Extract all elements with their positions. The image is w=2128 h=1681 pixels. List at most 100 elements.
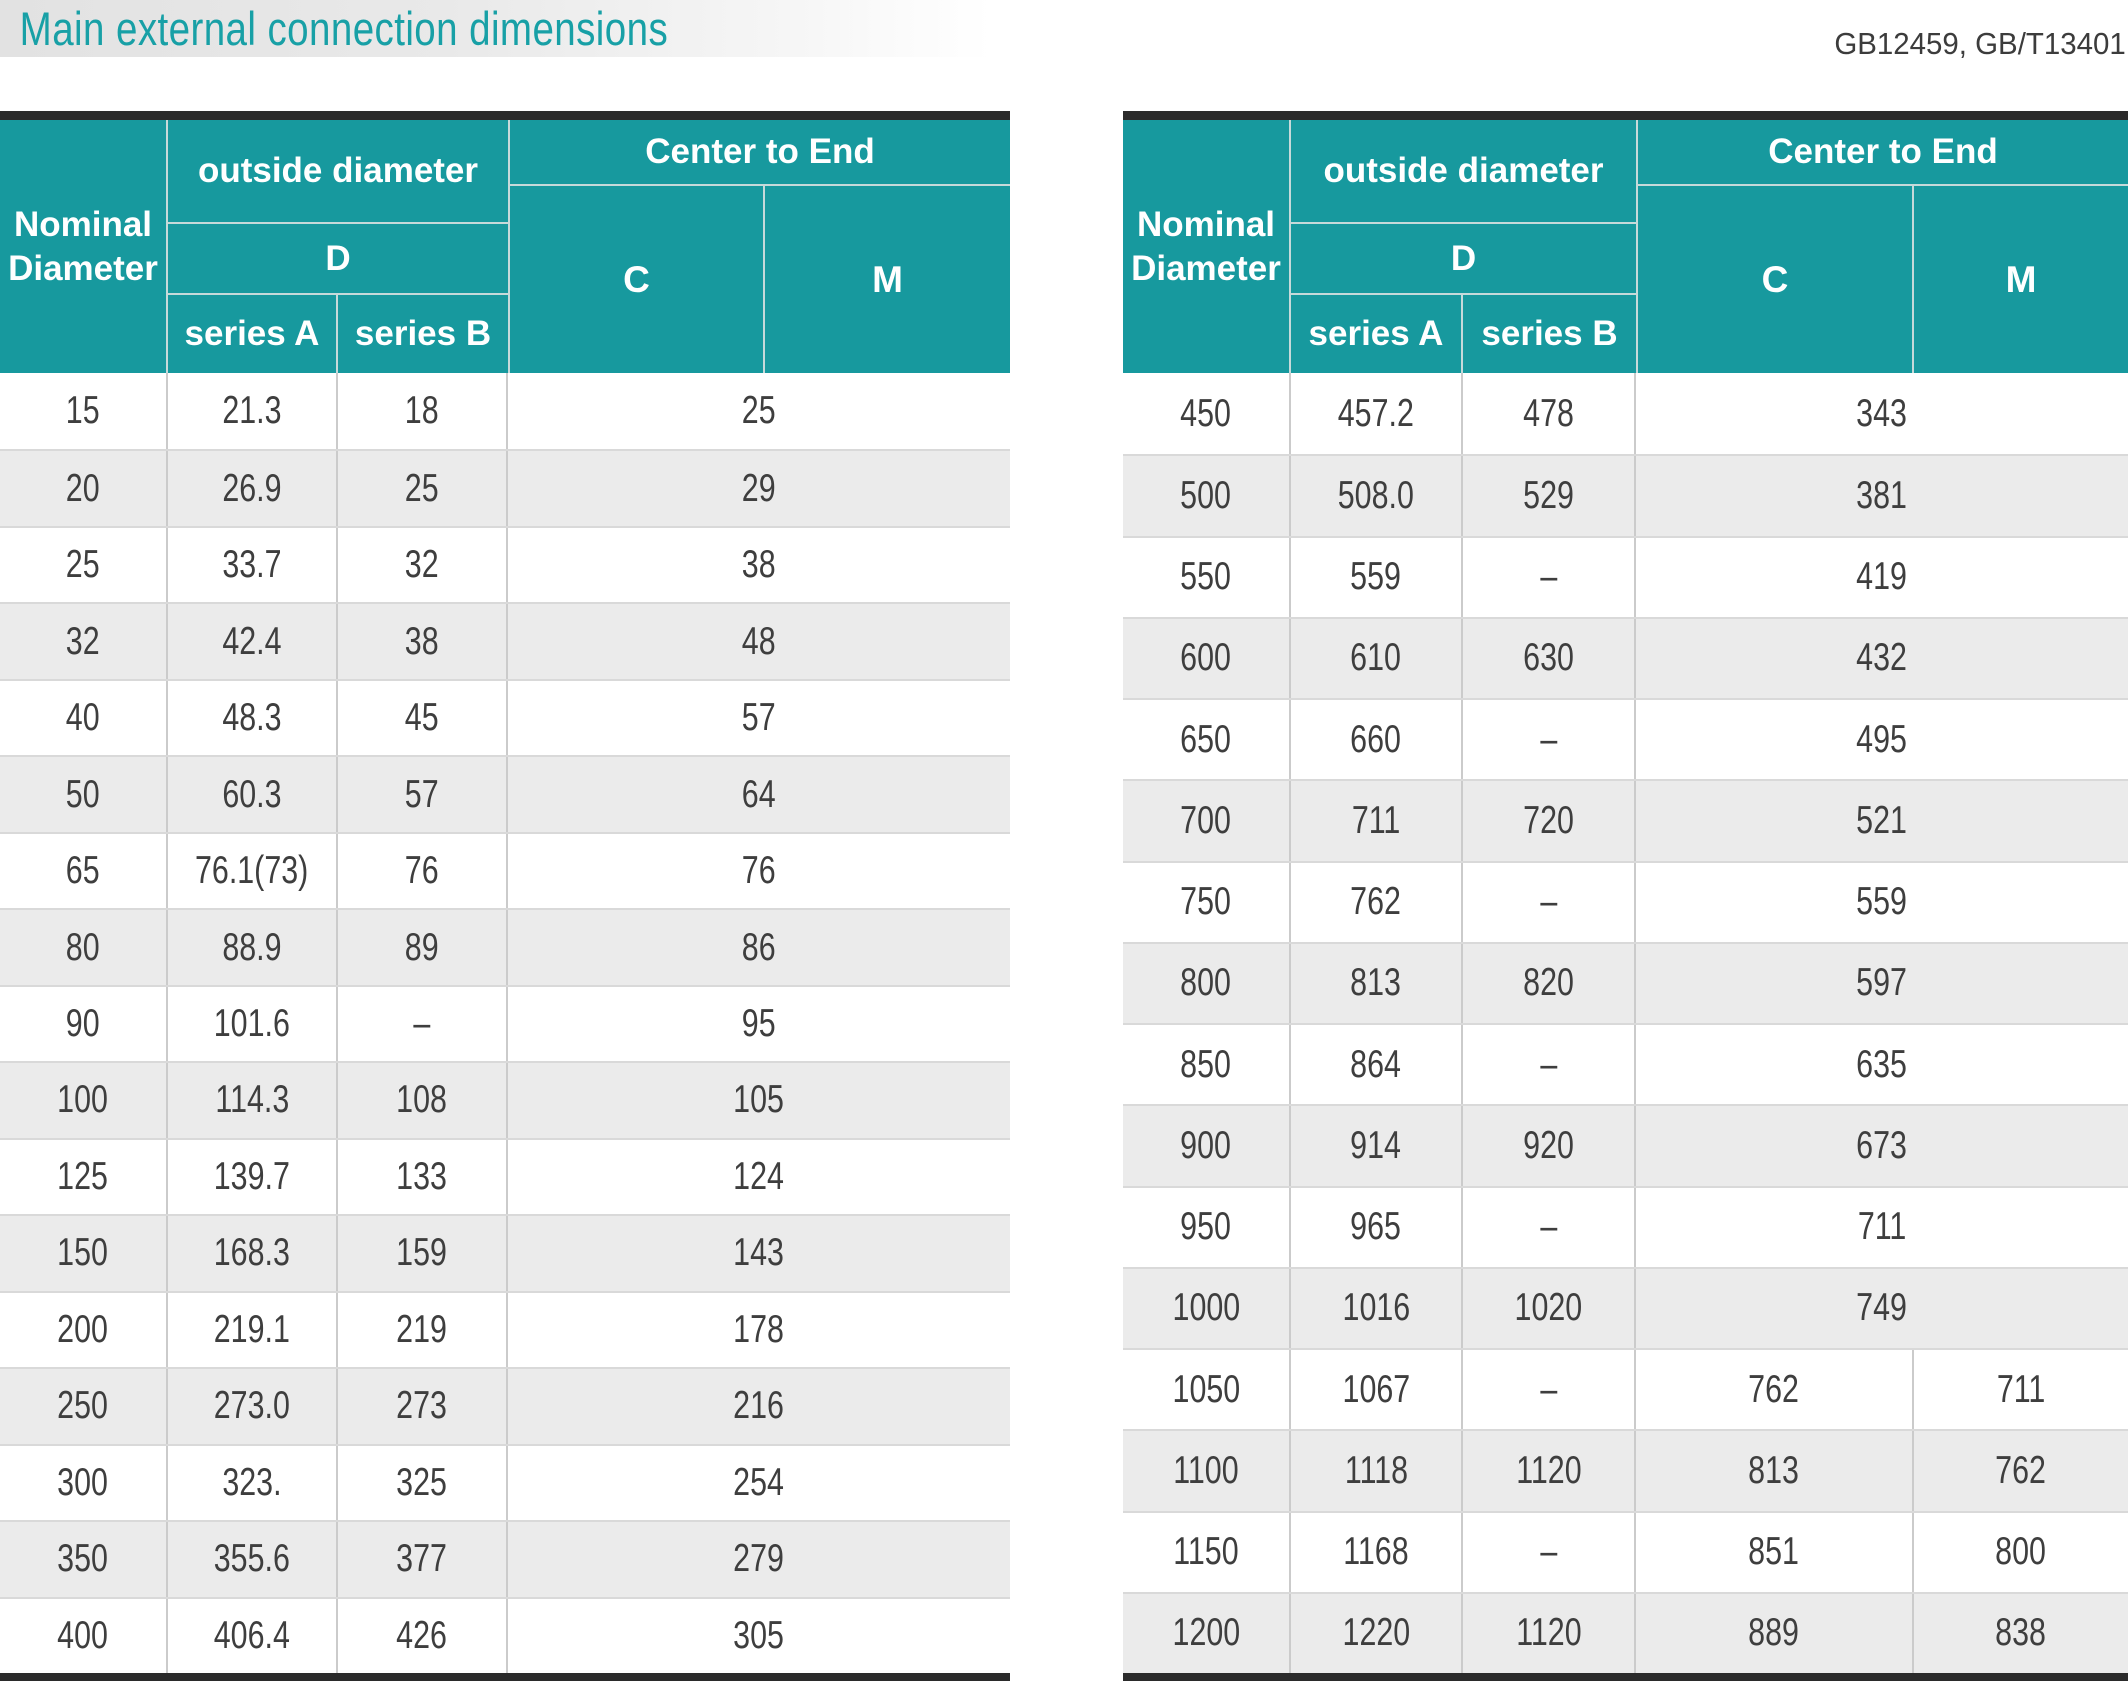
- series-a-cell: 711: [1291, 781, 1463, 861]
- table-row: 300 323. 325 254: [0, 1443, 1010, 1521]
- cell-value: 101.6: [213, 1001, 291, 1045]
- nominal-diameter-cell: 20: [0, 451, 168, 526]
- cell-value: 508.0: [1337, 473, 1415, 517]
- nominal-diameter-cell: 25: [0, 527, 168, 603]
- series-b-cell: –: [338, 986, 508, 1062]
- cell-value: 635: [1856, 1042, 1908, 1086]
- series-b-cell: 426: [338, 1598, 508, 1673]
- cell-value: 216: [733, 1384, 785, 1428]
- cell-value: –: [1540, 555, 1557, 599]
- center-to-end-cell: 95: [508, 987, 1010, 1061]
- table-body: 450 457.2 478 343 500 508.0 529 381 550 559 – 419 60…: [1123, 373, 2128, 1673]
- nominal-diameter-cell: 1150: [1123, 1512, 1291, 1592]
- cell-value: 150: [57, 1231, 109, 1275]
- table-row: 1000 1016 1020 749: [1123, 1266, 2128, 1348]
- nominal-diameter-cell: 150: [0, 1216, 168, 1291]
- cell-value: 29: [742, 466, 776, 510]
- center-to-end-cell: 495: [1636, 700, 2128, 779]
- series-b-cell: 720: [1463, 781, 1636, 861]
- series-b-cell: 38: [338, 604, 508, 679]
- nominal-diameter-cell: 1050: [1123, 1350, 1291, 1430]
- series-b-cell: 820: [1463, 943, 1636, 1023]
- table-row: 700 711 720 521: [1123, 779, 2128, 861]
- cell-value: 750: [1180, 880, 1232, 924]
- center-to-end-cell: 178: [508, 1293, 1010, 1367]
- cell-value: 889: [1748, 1611, 1800, 1655]
- nominal-diameter-cell: 65: [0, 833, 168, 909]
- cell-value: 1168: [1343, 1530, 1409, 1574]
- table-row: 150 168.3 159 143: [0, 1214, 1010, 1291]
- center-to-end-cell: 143: [508, 1216, 1010, 1290]
- series-a-cell: 101.6: [168, 986, 338, 1062]
- cell-value: 57: [405, 772, 439, 816]
- cell-value: 950: [1180, 1205, 1232, 1249]
- center-to-end-cell: 673: [1636, 1106, 2128, 1185]
- center-to-end-cell: 76: [508, 834, 1010, 908]
- cell-value: 219.1: [213, 1307, 291, 1351]
- center-to-end-m-cell: 711: [1914, 1350, 2128, 1429]
- cell-value: 711: [1857, 1205, 1907, 1249]
- cell-value: 168.3: [213, 1231, 291, 1275]
- cell-value: 90: [66, 1001, 100, 1045]
- series-a-cell: 21.3: [168, 373, 338, 450]
- cell-value: 42.4: [222, 619, 282, 663]
- cell-value: 76: [742, 849, 776, 893]
- center-to-end-m-cell: 762: [1914, 1431, 2128, 1510]
- cell-value: –: [1540, 1367, 1557, 1411]
- cell-value: 114.3: [215, 1078, 289, 1122]
- table-row: 50 60.3 57 64: [0, 755, 1010, 832]
- cell-value: 48.3: [222, 696, 282, 740]
- center-to-end-cell: 48: [508, 604, 1010, 678]
- nominal-diameter-cell: 125: [0, 1139, 168, 1215]
- header-series-a: series A: [1291, 295, 1463, 373]
- nominal-diameter-cell: 800: [1123, 943, 1291, 1023]
- cell-value: 273: [396, 1384, 448, 1428]
- cell-value: 851: [1748, 1530, 1800, 1574]
- center-to-end-m-cell: 800: [1914, 1513, 2128, 1592]
- table-row: 100 114.3 108 105: [0, 1061, 1010, 1138]
- center-to-end-cell: 597: [1636, 944, 2128, 1023]
- center-to-end-cell: 64: [508, 757, 1010, 831]
- series-a-cell: 76.1(73): [168, 833, 338, 909]
- cell-value: 381: [1856, 473, 1908, 517]
- dimension-table-right: Nominal Diameter outside diameter D seri…: [1123, 111, 2128, 1681]
- cell-value: 559: [1856, 880, 1908, 924]
- table-row: 90 101.6 – 95: [0, 984, 1010, 1062]
- series-b-cell: 45: [338, 680, 508, 756]
- cell-value: 57: [742, 696, 776, 740]
- cell-value: 305: [733, 1613, 785, 1657]
- nominal-diameter-cell: 90: [0, 986, 168, 1062]
- cell-value: 762: [1748, 1367, 1800, 1411]
- cell-value: 40: [66, 696, 100, 740]
- center-to-end-cell: 216: [508, 1369, 1010, 1443]
- center-to-end-c-cell: 851: [1636, 1512, 1914, 1592]
- cell-value: 660: [1350, 717, 1402, 761]
- cell-value: 900: [1180, 1123, 1232, 1167]
- series-a-cell: 559: [1291, 537, 1463, 617]
- header-center-to-end: Center to End: [508, 120, 1010, 186]
- cell-value: 105: [733, 1078, 785, 1122]
- cell-value: –: [1540, 1530, 1557, 1574]
- nominal-diameter-cell: 1000: [1123, 1268, 1291, 1348]
- nominal-diameter-cell: 50: [0, 757, 168, 832]
- cell-value: 495: [1856, 717, 1908, 761]
- cell-value: 250: [57, 1384, 109, 1428]
- series-a-cell: 88.9: [168, 910, 338, 985]
- cell-value: 89: [405, 925, 439, 969]
- table-row: 400 406.4 426 305: [0, 1596, 1010, 1673]
- series-a-cell: 762: [1291, 862, 1463, 942]
- table-row: 250 273.0 273 216: [0, 1367, 1010, 1444]
- table-row: 800 813 820 597: [1123, 941, 2128, 1023]
- header-c: C: [1636, 186, 1914, 373]
- cell-value: 521: [1856, 798, 1908, 842]
- table-row: 25 33.7 32 38: [0, 525, 1010, 603]
- cell-value: 450: [1180, 391, 1232, 435]
- cell-value: 762: [1350, 880, 1402, 924]
- table-top-border: [1123, 111, 2128, 120]
- center-to-end-cell: 419: [1636, 538, 2128, 617]
- cell-value: 25: [66, 543, 100, 587]
- cell-value: –: [1540, 880, 1557, 924]
- nominal-diameter-cell: 700: [1123, 781, 1291, 861]
- cell-value: 800: [1995, 1530, 2047, 1574]
- series-b-cell: 219: [338, 1292, 508, 1368]
